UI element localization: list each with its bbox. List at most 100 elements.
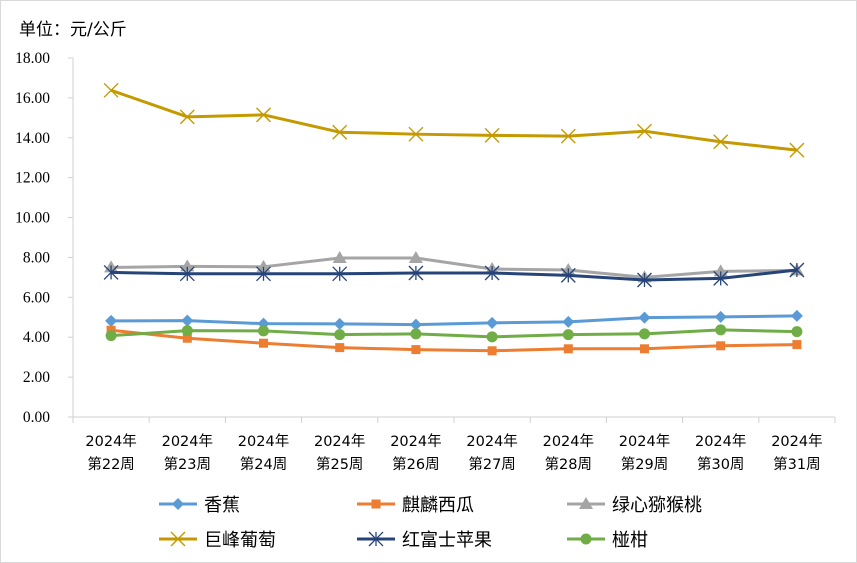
data-point-star xyxy=(713,270,729,286)
unit-label: 单位：元/公斤 xyxy=(19,20,127,40)
series-line xyxy=(111,268,798,282)
series-5 xyxy=(103,262,805,288)
x-tick-label: 2024年第28周 xyxy=(543,433,594,473)
data-point-diamond xyxy=(172,498,184,510)
y-tick-label: 2.00 xyxy=(23,369,50,386)
y-tick-label: 8.00 xyxy=(23,249,50,266)
data-point-triangle xyxy=(332,251,347,264)
y-tick-label: 16.00 xyxy=(15,90,50,107)
legend-item: 香蕉 xyxy=(159,495,240,516)
data-point-square xyxy=(792,340,802,350)
data-point-triangle xyxy=(579,497,593,509)
x-tick-label: 2024年第23周 xyxy=(162,433,213,473)
y-tick-label: 0.00 xyxy=(23,409,50,426)
data-point-diamond xyxy=(409,318,422,331)
data-point-x xyxy=(170,531,186,547)
series-line xyxy=(110,88,798,152)
legend-label: 椪柑 xyxy=(612,530,648,551)
data-point-diamond xyxy=(105,314,118,327)
data-point-x xyxy=(484,127,500,143)
data-point-x xyxy=(256,107,271,123)
y-tick-label: 10.00 xyxy=(15,210,50,227)
data-point-circle xyxy=(105,330,117,342)
data-point-circle xyxy=(639,328,650,340)
x-tick-label: 2024年第25周 xyxy=(314,433,365,473)
legend-item: 巨峰葡萄 xyxy=(159,530,276,551)
data-point-star xyxy=(256,266,271,282)
data-point-star xyxy=(368,531,384,547)
series-1 xyxy=(105,309,803,331)
x-tick-label: 2024年第24周 xyxy=(238,433,289,473)
legend-label: 麒麟西瓜 xyxy=(402,495,474,516)
data-point-triangle xyxy=(256,259,271,272)
data-point-star xyxy=(103,264,119,280)
data-point-circle xyxy=(791,326,803,338)
legend-item: 麒麟西瓜 xyxy=(357,495,474,516)
x-tick-label: 2024年第31周 xyxy=(771,433,822,473)
data-point-circle xyxy=(580,533,592,545)
series-line xyxy=(111,314,797,327)
data-point-triangle xyxy=(180,259,195,272)
series-lines xyxy=(103,82,805,356)
data-point-square xyxy=(182,333,192,343)
data-point-square xyxy=(335,343,345,353)
data-point-circle xyxy=(562,329,574,341)
data-point-triangle xyxy=(713,264,728,277)
series-line xyxy=(110,328,797,353)
data-point-star xyxy=(637,272,652,288)
data-point-x xyxy=(637,123,652,139)
data-point-square xyxy=(259,338,268,348)
data-point-star xyxy=(408,265,424,281)
data-point-square xyxy=(716,341,726,351)
legend-item: 椪柑 xyxy=(567,530,648,551)
data-point-triangle xyxy=(408,251,423,264)
series-4 xyxy=(103,82,805,158)
legend-label: 巨峰葡萄 xyxy=(204,530,276,551)
series-6 xyxy=(105,324,803,343)
y-tick-label: 12.00 xyxy=(15,170,50,187)
legend-label: 绿心猕猴桃 xyxy=(612,495,702,516)
data-point-circle xyxy=(334,329,346,341)
legend-item: 红富士苹果 xyxy=(357,530,492,551)
data-point-circle xyxy=(715,324,727,336)
data-point-star xyxy=(560,267,576,283)
data-point-diamond xyxy=(790,309,803,322)
data-point-circle xyxy=(410,328,422,340)
legend-label: 香蕉 xyxy=(204,495,240,516)
data-point-x xyxy=(179,109,195,125)
x-tick-label: 2024年第30周 xyxy=(695,433,746,473)
y-tick-label: 6.00 xyxy=(23,289,50,306)
data-point-star xyxy=(332,266,348,282)
data-point-diamond xyxy=(562,315,575,328)
data-point-diamond xyxy=(638,311,651,324)
data-point-x xyxy=(713,134,729,150)
y-tick-label: 14.00 xyxy=(15,130,50,147)
y-tick-label: 4.00 xyxy=(23,329,50,346)
y-tick-label: 18.00 xyxy=(15,50,50,67)
data-point-circle xyxy=(181,325,193,337)
series-line xyxy=(111,328,797,339)
x-axis: 2024年第22周 2024年第23周 2024年第24周 2024年第25周 2024… xyxy=(72,416,836,473)
data-point-diamond xyxy=(486,316,499,329)
x-tick-label: 2024年第29周 xyxy=(619,433,670,473)
data-point-star xyxy=(484,265,500,281)
data-point-square xyxy=(563,344,573,354)
data-point-square xyxy=(640,344,649,354)
y-axis: 0.00 2.00 4.00 6.00 8.00 10.00 12.00 14.00 16.00… xyxy=(15,50,74,426)
data-point-star xyxy=(179,266,195,282)
x-tick-label: 2024年第27周 xyxy=(466,433,517,473)
series-line xyxy=(111,256,797,279)
data-point-x xyxy=(332,124,348,140)
data-point-diamond xyxy=(714,310,727,323)
data-point-square xyxy=(487,346,497,356)
data-point-star xyxy=(789,262,805,278)
data-point-x xyxy=(560,128,576,144)
data-point-square xyxy=(371,499,381,509)
data-point-diamond xyxy=(333,317,346,330)
data-point-circle xyxy=(486,331,498,343)
x-tick-label: 2024年第26周 xyxy=(390,433,441,473)
legend-item: 绿心猕猴桃 xyxy=(567,495,702,516)
data-point-x xyxy=(408,126,424,142)
